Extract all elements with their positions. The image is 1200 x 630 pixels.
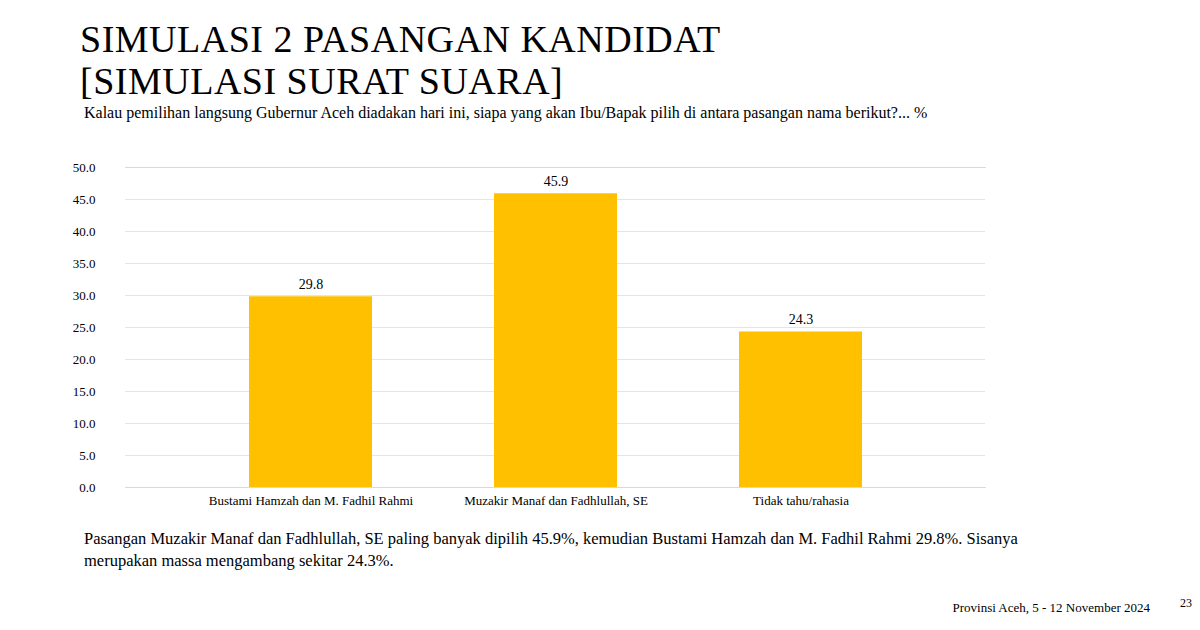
svg-text:Tidak tahu/rahasia: Tidak tahu/rahasia (753, 493, 849, 508)
svg-text:35.0: 35.0 (73, 256, 96, 271)
svg-text:50.0: 50.0 (73, 160, 96, 175)
svg-text:5.0: 5.0 (79, 448, 95, 463)
svg-text:15.0: 15.0 (73, 384, 96, 399)
html-text:SIMULASI 2 PASANGAN KANDIDAT: SIMULASI 2 PASANGAN KANDIDAT (80, 18, 721, 60)
html-text:[SIMULASI SURAT SUARA]: [SIMULASI SURAT SUARA] (80, 60, 564, 102)
svg-text:Bustami Hamzah dan M. Fadhil R: Bustami Hamzah dan M. Fadhil Rahmi (209, 493, 414, 508)
svg-text:24.3: 24.3 (789, 312, 814, 327)
svg-text:30.0: 30.0 (73, 288, 96, 303)
html-text:Kalau pemilihan langsung Guber: Kalau pemilihan langsung Gubernur Aceh d… (84, 104, 928, 121)
svg-text:40.0: 40.0 (73, 224, 96, 239)
svg-text:10.0: 10.0 (73, 416, 96, 431)
svg-text:45.0: 45.0 (73, 192, 96, 207)
html-text:23: 23 (1180, 596, 1192, 610)
svg-text:29.8: 29.8 (299, 277, 324, 292)
svg-text:Muzakir Manaf dan Fadhlullah,: Muzakir Manaf dan Fadhlullah, SE (464, 493, 648, 508)
svg-text:0.0: 0.0 (79, 480, 95, 495)
html-text:Pasangan Muzakir Manaf dan Fad: Pasangan Muzakir Manaf dan Fadhlullah, S… (84, 529, 1018, 570)
html-text:Provinsi Aceh, 5 - 12 November: Provinsi Aceh, 5 - 12 November 2024 (952, 600, 1150, 615)
svg-text:45.9: 45.9 (544, 174, 569, 189)
svg-text:25.0: 25.0 (73, 320, 96, 335)
svg-text:20.0: 20.0 (73, 352, 96, 367)
